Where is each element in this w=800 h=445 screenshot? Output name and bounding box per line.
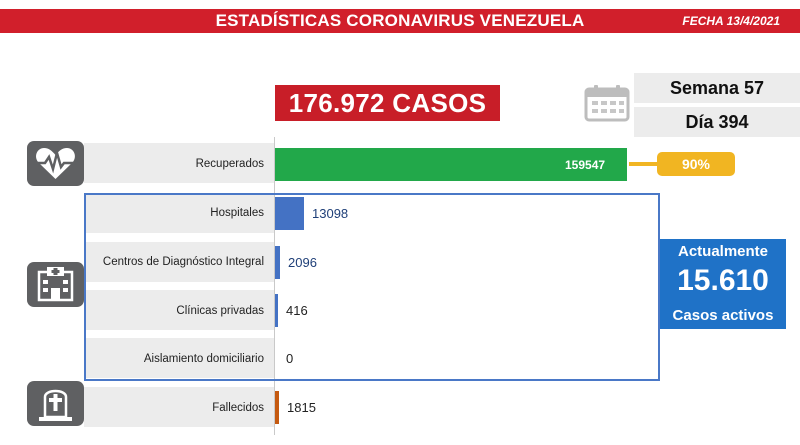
row-background-recuperados: [84, 143, 274, 183]
heart-pulse-icon: [27, 141, 84, 186]
tombstone-cross-icon: [27, 381, 84, 426]
recovered-percent-badge: 90%: [657, 152, 735, 176]
active-label-top: Actualmente: [677, 243, 769, 260]
hospital-building-icon: [27, 262, 84, 307]
calendar-icon: [584, 85, 630, 122]
row-background-hospitales: [84, 193, 274, 233]
week-indicator: Semana 57: [634, 73, 800, 103]
active-label-bottom: Casos activos: [672, 307, 774, 324]
value-label-clinicas: 416: [286, 303, 308, 318]
value-label-cdi: 2096: [288, 255, 317, 270]
bar-hospitales: [275, 197, 304, 230]
bar-fallecidos: [275, 391, 279, 424]
category-label-recuperados: Recuperados: [195, 158, 264, 170]
chart-axis: [274, 137, 275, 435]
active-cases-frame: [84, 193, 660, 381]
value-label-recuperados: 159547: [565, 158, 606, 172]
category-label-hospitales: Hospitales: [210, 207, 264, 219]
active-cases-box: Actualmente 15.610 Casos activos: [660, 239, 786, 329]
category-label-clinicas: Clínicas privadas: [176, 305, 264, 317]
bar-clinicas: [275, 294, 278, 327]
bar-recuperados: [275, 148, 627, 181]
percent-connector: [629, 162, 657, 166]
total-cases-badge: 176.972 CASOS: [275, 85, 500, 121]
row-background-clinicas: [84, 290, 274, 330]
category-label-domiciliario: Aislamiento domiciliario: [143, 353, 264, 365]
value-label-domiciliario: 0: [286, 351, 294, 366]
page-title: ESTADÍSTICAS CORONAVIRUS VENEZUELA: [215, 11, 585, 30]
report-date: FECHA 13/4/2021: [682, 14, 780, 28]
value-label-hospitales: 13098: [312, 206, 349, 221]
category-label-cdi: Centros de Diagnóstico Integral: [102, 256, 264, 268]
active-cases-value: 15.610: [677, 264, 769, 297]
bar-cdi: [275, 246, 280, 279]
value-label-fallecidos: 1815: [287, 400, 316, 415]
row-background-domiciliario: [84, 338, 274, 378]
header-banner: ESTADÍSTICAS CORONAVIRUS VENEZUELA FECHA…: [0, 9, 800, 33]
day-indicator: Día 394: [634, 107, 800, 137]
row-background-fallecidos: [84, 387, 274, 427]
row-background-cdi: [84, 242, 274, 282]
category-label-fallecidos: Fallecidos: [212, 402, 264, 414]
